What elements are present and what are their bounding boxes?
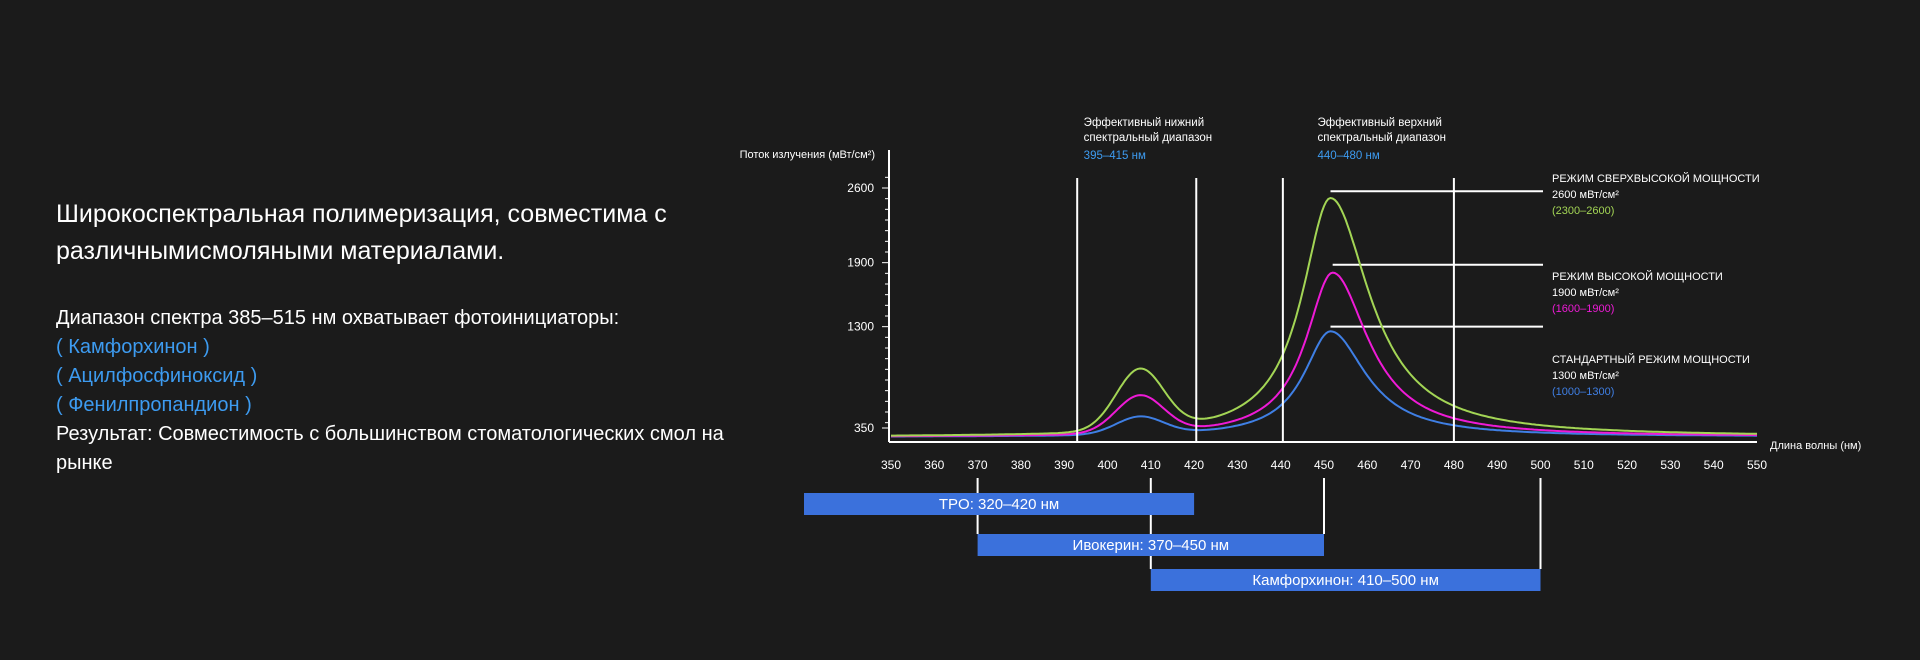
y-tick-label: 350 bbox=[854, 421, 874, 435]
range-annotation-title: спектральный диапазон bbox=[1084, 132, 1212, 144]
x-tick-label: 530 bbox=[1660, 458, 1680, 472]
x-tick-label: 490 bbox=[1487, 458, 1507, 472]
bar-label: Камфорхинон: 410–500 нм bbox=[1252, 572, 1439, 589]
initiator-list: ( Камфорхинон ) ( Ацилфосфиноксид ) ( Фе… bbox=[56, 333, 736, 420]
x-axis-label: Длина волны (нм) bbox=[1770, 440, 1861, 452]
x-tick-label: 520 bbox=[1617, 458, 1637, 472]
x-tick-label: 470 bbox=[1401, 458, 1421, 472]
x-tick-label: 480 bbox=[1444, 458, 1464, 472]
mode-value: 2600 мВт/см² bbox=[1552, 189, 1619, 201]
x-tick-label: 450 bbox=[1314, 458, 1334, 472]
x-tick-label: 360 bbox=[924, 458, 944, 472]
range-annotation-title: Эффективный верхний bbox=[1318, 117, 1442, 129]
initiator-item: ( Ацилфосфиноксид ) bbox=[56, 365, 258, 387]
headline: Широкоспектральная полимеризация, совмес… bbox=[56, 200, 667, 265]
mode-title: РЕЖИМ СВЕРХВЫСОКОЙ МОЩНОСТИ bbox=[1552, 172, 1760, 185]
range-annotation-value: 440–480 нм bbox=[1318, 150, 1380, 162]
x-tick-label: 410 bbox=[1141, 458, 1161, 472]
bar-1 bbox=[977, 534, 1324, 556]
mode-title: СТАНДАРТНЫЙ РЕЖИМ МОЩНОСТИ bbox=[1552, 353, 1750, 366]
x-tick-label: 390 bbox=[1054, 458, 1074, 472]
x-tick-label: 510 bbox=[1574, 458, 1594, 472]
result-text: Результат: Совместимость с большинством … bbox=[56, 423, 724, 474]
bar-0 bbox=[804, 493, 1195, 515]
range-annotation-value: 395–415 нм bbox=[1084, 150, 1146, 162]
x-tick-label: 350 bbox=[881, 458, 901, 472]
series-line-standard bbox=[891, 330, 1757, 438]
y-tick-label: 2600 bbox=[847, 181, 874, 195]
x-tick-label: 400 bbox=[1097, 458, 1117, 472]
mode-range: (1600–1900) bbox=[1552, 303, 1614, 315]
series-line-high_max bbox=[891, 196, 1757, 437]
bar-label: TPO: 320–420 нм bbox=[939, 496, 1059, 513]
series-line-high bbox=[891, 271, 1758, 438]
mode-value: 1300 мВт/см² bbox=[1552, 370, 1619, 382]
x-tick-label: 380 bbox=[1011, 458, 1031, 472]
intro-text: Диапазон спектра 385–515 нм охватывает ф… bbox=[56, 307, 620, 329]
x-tick-label: 460 bbox=[1357, 458, 1377, 472]
x-tick-label: 550 bbox=[1747, 458, 1767, 472]
x-tick-label: 500 bbox=[1530, 458, 1550, 472]
mode-range: (2300–2600) bbox=[1552, 205, 1614, 217]
mode-range: (1000–1300) bbox=[1552, 386, 1614, 398]
initiator-item: ( Фенилпропандион ) bbox=[56, 394, 252, 416]
initiator-item: ( Камфорхинон ) bbox=[56, 336, 210, 358]
x-tick-label: 440 bbox=[1271, 458, 1291, 472]
range-annotation-title: спектральный диапазон bbox=[1318, 132, 1446, 144]
x-tick-label: 370 bbox=[968, 458, 988, 472]
mode-title: РЕЖИМ ВЫСОКОЙ МОЩНОСТИ bbox=[1552, 270, 1723, 283]
text-panel: Широкоспектральная полимеризация, совмес… bbox=[56, 196, 736, 478]
x-tick-label: 540 bbox=[1704, 458, 1724, 472]
y-axis-label: Поток излучения (мВт/см²) bbox=[740, 149, 875, 161]
x-tick-label: 420 bbox=[1184, 458, 1204, 472]
bar-label: Ивокерин: 370–450 нм bbox=[1073, 537, 1230, 554]
mode-value: 1900 мВт/см² bbox=[1552, 287, 1619, 299]
x-tick-label: 430 bbox=[1227, 458, 1247, 472]
y-tick-label: 1300 bbox=[847, 320, 874, 334]
y-tick-label: 1900 bbox=[847, 256, 874, 270]
bar-2 bbox=[1150, 569, 1541, 591]
range-annotation-title: Эффективный нижний bbox=[1084, 117, 1204, 129]
